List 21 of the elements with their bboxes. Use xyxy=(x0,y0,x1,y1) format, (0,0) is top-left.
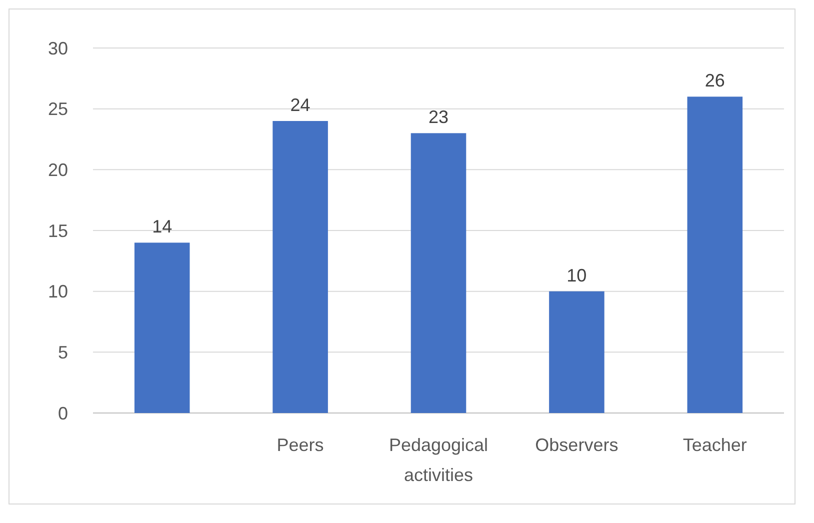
bar xyxy=(549,291,604,413)
data-label: 24 xyxy=(290,95,310,115)
y-tick-label: 0 xyxy=(58,403,68,424)
y-tick-label: 10 xyxy=(48,282,68,302)
bar xyxy=(410,133,466,413)
x-tick-label: Pedagogical activities xyxy=(388,435,488,485)
y-tick-label: 5 xyxy=(58,342,68,362)
x-tick-label: Observers xyxy=(535,435,618,455)
data-label: 10 xyxy=(566,265,587,286)
bar xyxy=(272,121,328,413)
x-tick-label: Teacher xyxy=(682,435,747,455)
data-label: 14 xyxy=(152,216,172,237)
y-tick-label: 20 xyxy=(48,160,68,180)
bar xyxy=(687,96,743,413)
y-tick-label: 30 xyxy=(48,38,68,58)
data-label: 26 xyxy=(704,70,725,91)
data-label: 23 xyxy=(428,107,449,128)
x-tick-label: Peers xyxy=(276,435,324,455)
y-tick-label: 15 xyxy=(48,220,68,241)
y-tick-label: 25 xyxy=(48,99,68,120)
bar xyxy=(134,242,190,413)
